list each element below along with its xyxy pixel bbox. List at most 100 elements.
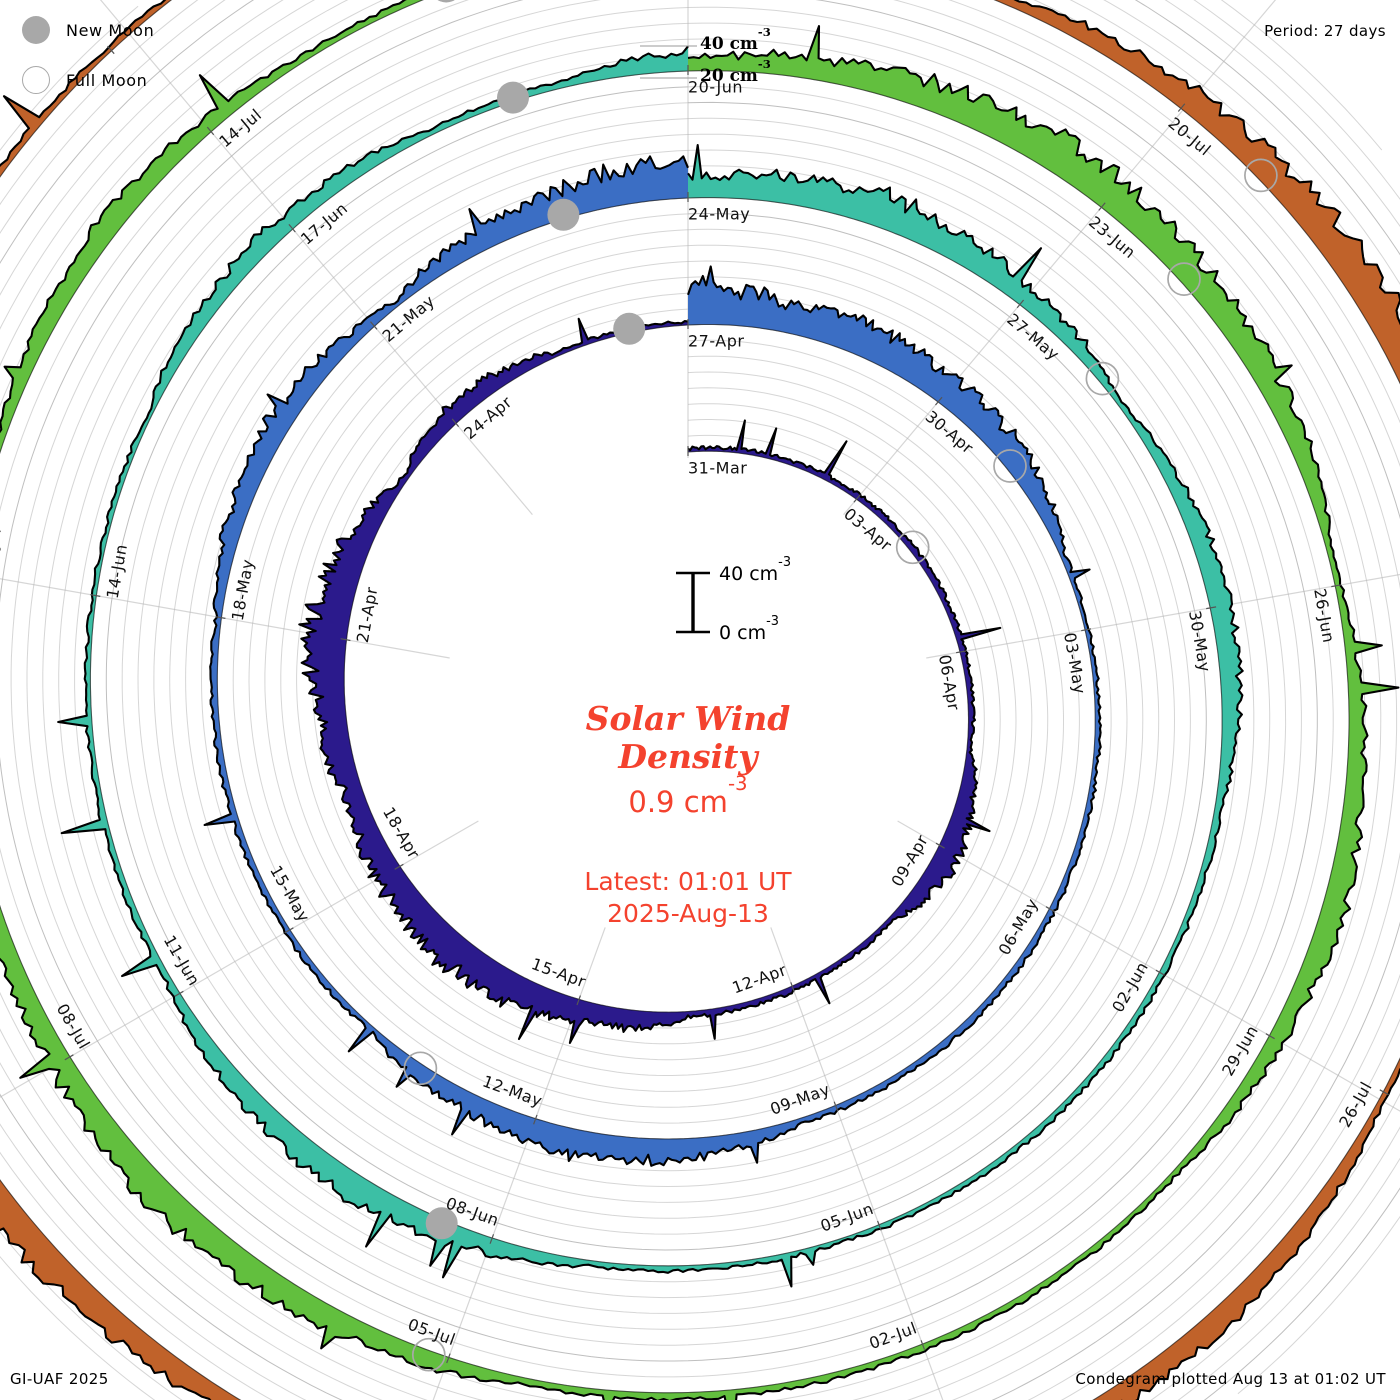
legend-item-full-moon: Full Moon bbox=[22, 66, 147, 94]
date-label: 21-May bbox=[379, 291, 439, 346]
grid-spiral-arc bbox=[169, 149, 1144, 1188]
radial-label-20: 20 cm-3 bbox=[700, 57, 771, 86]
new-moon-icon bbox=[22, 16, 50, 44]
date-tick bbox=[90, 594, 101, 597]
date-label: 26-Jun bbox=[1310, 587, 1338, 644]
grid-spiral-arc bbox=[42, 22, 1271, 1314]
legend-label-new-moon: New Moon bbox=[66, 20, 155, 40]
date-tick bbox=[935, 396, 943, 406]
grid-spiral-arc bbox=[280, 261, 1033, 1076]
date-label: 18-May bbox=[228, 558, 258, 623]
grid-spiral-arc bbox=[74, 54, 1239, 1283]
rotation-outline-2 bbox=[57, 45, 1244, 1288]
date-tick bbox=[107, 45, 115, 55]
date-label: 30-May bbox=[1185, 609, 1215, 674]
grid-spiral-arc bbox=[153, 134, 1160, 1203]
date-tick bbox=[1045, 906, 1055, 913]
grid-spiral-arc bbox=[10, 0, 1302, 1346]
date-tick bbox=[451, 418, 460, 427]
date-tick bbox=[576, 995, 581, 1006]
grid-spiral-arc bbox=[58, 38, 1255, 1299]
date-tick bbox=[1016, 299, 1025, 309]
center-title-line2: Density bbox=[617, 737, 760, 776]
full-moon-marker bbox=[1167, 262, 1201, 296]
date-tick bbox=[206, 126, 215, 136]
rotation-baseline-1 bbox=[216, 197, 1096, 1140]
grid-spiral-arc bbox=[312, 292, 1001, 1045]
date-label: 14-Jun bbox=[103, 543, 131, 600]
date-tick bbox=[877, 1220, 882, 1231]
new-moon-marker bbox=[497, 81, 529, 114]
grid-spiral-arc bbox=[26, 7, 1287, 1330]
grid-spoke bbox=[99, 0, 533, 515]
grid-spoke bbox=[770, 927, 944, 1400]
new-moon-marker bbox=[437, 0, 455, 3]
date-tick bbox=[446, 1353, 451, 1364]
date-tick bbox=[288, 224, 296, 233]
date-tick bbox=[833, 1101, 839, 1112]
center-readout: Solar Wind Density 0.9 cm-3 Latest: 01:0… bbox=[584, 699, 792, 928]
date-tick bbox=[215, 616, 226, 619]
rotation-baseline-0 bbox=[343, 324, 970, 1013]
radial-axis-labels: 40 cm-3 20 cm-3 bbox=[700, 25, 771, 86]
date-label: 27-Apr bbox=[688, 332, 744, 351]
radial-axis-leaders bbox=[640, 45, 697, 79]
new-moon-marker bbox=[425, 1207, 458, 1240]
date-label: 06-Apr bbox=[935, 653, 964, 712]
date-tick bbox=[174, 990, 184, 997]
date-label: 03-Apr bbox=[840, 504, 895, 555]
scale-label-bottom: 0 cm-3 bbox=[719, 614, 779, 645]
date-label: 06-May bbox=[994, 895, 1042, 958]
rotation-baseline-2 bbox=[89, 70, 1223, 1267]
grid-spoke bbox=[926, 573, 1400, 659]
full-moon-marker bbox=[895, 530, 930, 565]
grid-spiral-arc bbox=[105, 86, 1207, 1251]
grid-spiral-arc bbox=[248, 229, 1064, 1108]
date-label: 03-May bbox=[1060, 631, 1090, 696]
rotation-outline-0 bbox=[298, 317, 1002, 1044]
center-title-line1: Solar Wind bbox=[586, 699, 791, 738]
rotation-baseline-3 bbox=[0, 0, 1350, 1394]
legend-item-new-moon: New Moon bbox=[22, 16, 154, 44]
center-latest-time: Latest: 01:01 UT bbox=[584, 867, 792, 896]
date-tick bbox=[284, 927, 294, 934]
full-moon-marker bbox=[1244, 158, 1278, 193]
date-tick bbox=[1081, 628, 1092, 632]
date-tick bbox=[1206, 606, 1217, 610]
full-moon-icon bbox=[22, 66, 50, 94]
grid-spiral-arc bbox=[296, 276, 1017, 1061]
scale-label-top: 40 cm-3 bbox=[719, 555, 791, 586]
grid-spiral-arc bbox=[232, 213, 1080, 1124]
grid-spiral-arc bbox=[185, 165, 1128, 1172]
full-moon-marker bbox=[403, 1051, 438, 1086]
date-label: 20-Jun bbox=[688, 78, 743, 97]
date-tick bbox=[1379, 1089, 1389, 1096]
grid-spiral-arc bbox=[1220, 0, 1383, 151]
new-moon-marker bbox=[547, 198, 580, 231]
date-tick bbox=[64, 1054, 74, 1061]
scale-bar: 40 cm-3 0 cm-3 bbox=[676, 555, 791, 645]
date-tick bbox=[340, 638, 351, 642]
center-value: 0.9 cm-3 bbox=[628, 772, 747, 820]
date-label: 31-Mar bbox=[688, 459, 747, 478]
full-moon-marker bbox=[1085, 361, 1120, 396]
grid-spiral-arc bbox=[264, 245, 1049, 1092]
radial-label-40: 40 cm-3 bbox=[700, 25, 771, 54]
date-label: 21-Apr bbox=[353, 585, 382, 644]
date-tick bbox=[1177, 103, 1186, 112]
date-label: 15-May bbox=[266, 862, 314, 925]
date-tick bbox=[1331, 584, 1342, 588]
grid-spiral-arc bbox=[0, 0, 1334, 1378]
date-tick bbox=[1155, 969, 1165, 976]
date-tick bbox=[1098, 202, 1106, 211]
